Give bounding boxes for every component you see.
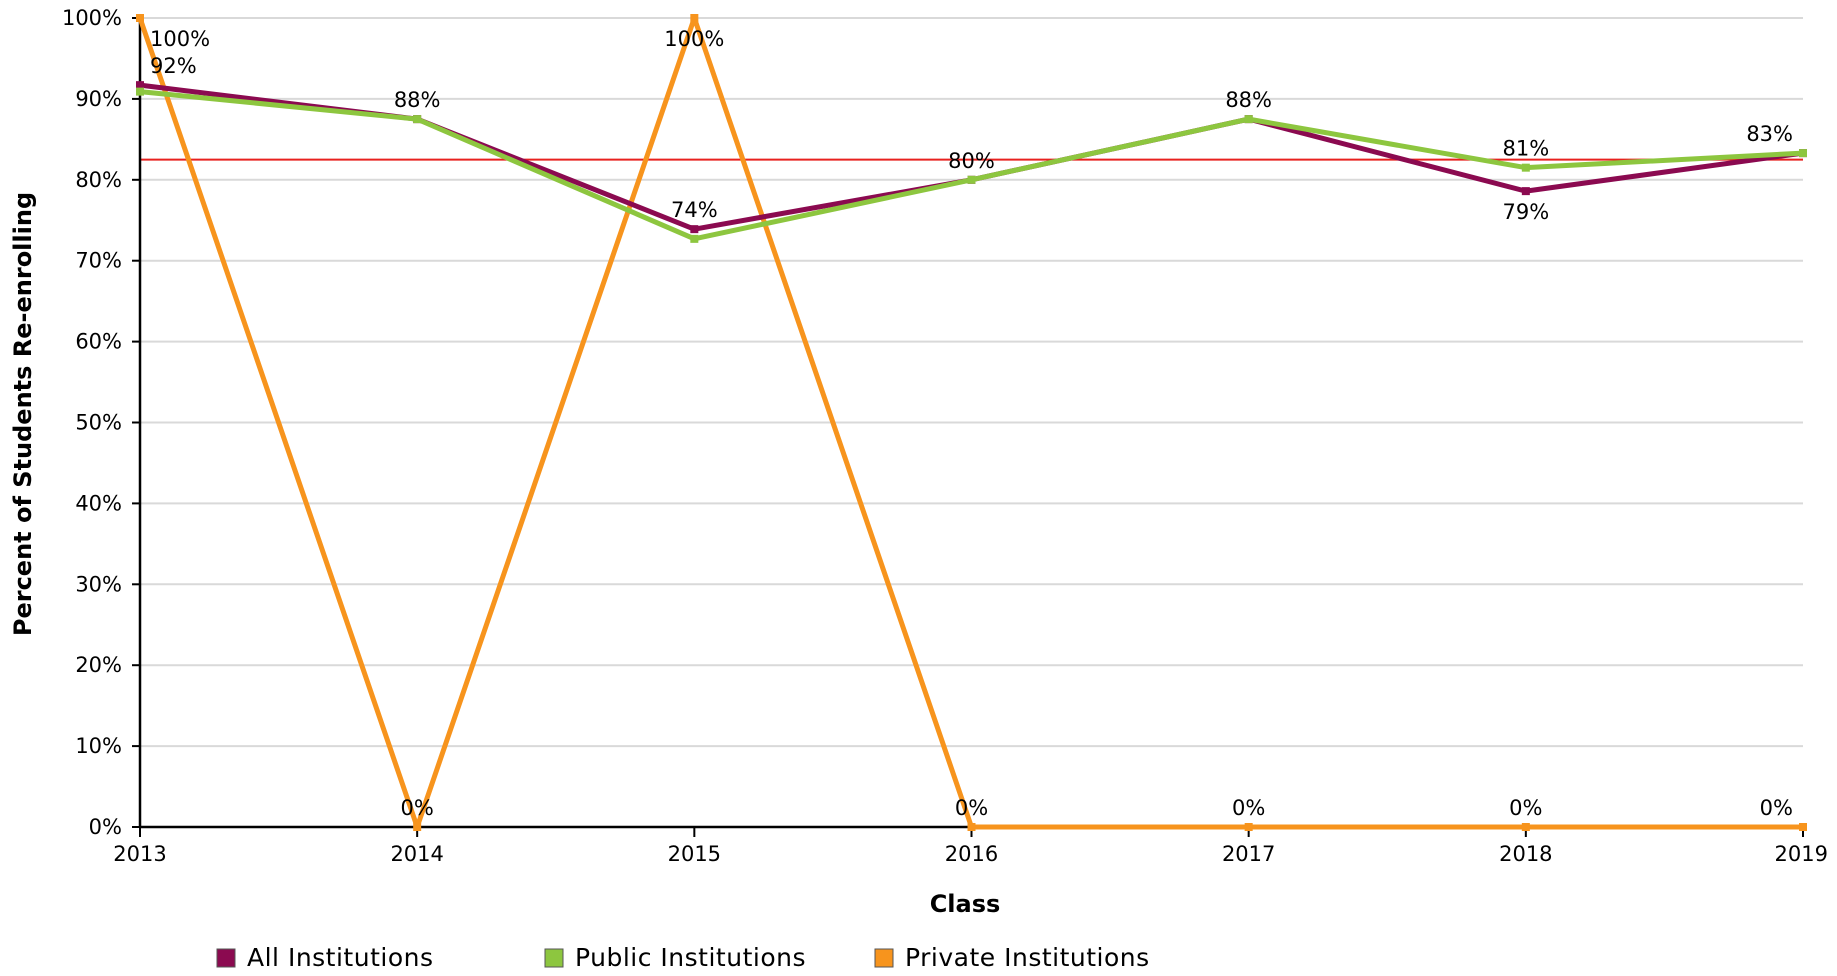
data-point	[413, 115, 422, 124]
data-label: 0%	[955, 796, 988, 820]
axis-layer: 0% 10% 20% 30% 40% 50% 60% 70% 80% 90% 100% 2013 201…	[62, 6, 1828, 866]
data-point	[1244, 115, 1253, 124]
y-tick-label: 0%	[89, 815, 122, 839]
data-point	[967, 175, 976, 184]
data-label: 81%	[1502, 137, 1549, 161]
data-point	[136, 87, 144, 96]
legend-label: Public Institutions	[575, 943, 806, 972]
legend: All Institutions Public Institutions Priva…	[216, 943, 1150, 972]
data-label: 88%	[394, 88, 441, 112]
y-tick-label: 20%	[75, 653, 122, 677]
data-label: 74%	[671, 198, 718, 222]
y-tick-label: 30%	[75, 572, 122, 596]
data-label: 0%	[1760, 796, 1793, 820]
y-tick-label: 10%	[75, 734, 122, 758]
series-layer	[136, 14, 1807, 831]
data-label: 0%	[1232, 796, 1265, 820]
grid-layer	[140, 17, 1803, 748]
data-point	[967, 823, 976, 831]
y-tick-label: 40%	[75, 491, 122, 515]
x-tick-label: 2015	[668, 842, 721, 866]
data-label: 92%	[150, 54, 197, 78]
data-point	[1521, 163, 1530, 172]
y-tick-label: 100%	[62, 6, 122, 30]
data-label: 0%	[401, 796, 434, 820]
y-tick-label: 50%	[75, 411, 122, 435]
data-point	[1521, 823, 1530, 831]
legend-item-private-institutions: Private Institutions	[874, 943, 1150, 972]
legend-swatch	[544, 948, 564, 968]
data-label: 80%	[948, 149, 995, 173]
data-point	[690, 14, 699, 22]
x-tick-label: 2013	[113, 842, 166, 866]
data-point	[136, 81, 144, 90]
data-point	[413, 823, 422, 831]
legend-swatch	[874, 948, 894, 968]
data-point	[1799, 149, 1807, 158]
data-point	[690, 234, 699, 243]
data-label: 100%	[664, 27, 724, 51]
data-point	[1244, 823, 1253, 831]
x-tick-label: 2014	[390, 842, 443, 866]
data-label: 79%	[1502, 200, 1549, 224]
y-tick-label: 80%	[75, 168, 122, 192]
data-label: 83%	[1746, 122, 1793, 146]
data-point	[690, 225, 699, 234]
x-tick-label: 2016	[945, 842, 998, 866]
data-label: 100%	[150, 27, 210, 51]
y-tick-label: 70%	[75, 249, 122, 273]
x-tick-label: 2018	[1499, 842, 1552, 866]
y-tick-label: 60%	[75, 330, 122, 354]
data-point	[136, 14, 144, 22]
x-axis-title: Class	[930, 890, 1001, 918]
x-tick-label: 2017	[1222, 842, 1275, 866]
legend-swatch	[216, 948, 236, 968]
y-axis-title: Percent of Students Re-enrolling	[9, 192, 37, 636]
legend-label: Private Institutions	[905, 943, 1150, 972]
data-point	[1799, 823, 1807, 831]
legend-item-all-institutions: All Institutions	[216, 943, 434, 972]
data-label: 88%	[1225, 88, 1272, 112]
y-tick-label: 90%	[75, 87, 122, 111]
legend-label: All Institutions	[247, 943, 434, 972]
data-label: 0%	[1509, 796, 1542, 820]
data-point	[1521, 187, 1530, 196]
legend-item-public-institutions: Public Institutions	[544, 943, 806, 972]
data-label-layer: 92% 88% 74% 80% 88% 79% 83% 81% 100% 0% 100% 0% 0% 0%…	[150, 27, 1793, 820]
x-tick-label: 2019	[1775, 842, 1828, 866]
